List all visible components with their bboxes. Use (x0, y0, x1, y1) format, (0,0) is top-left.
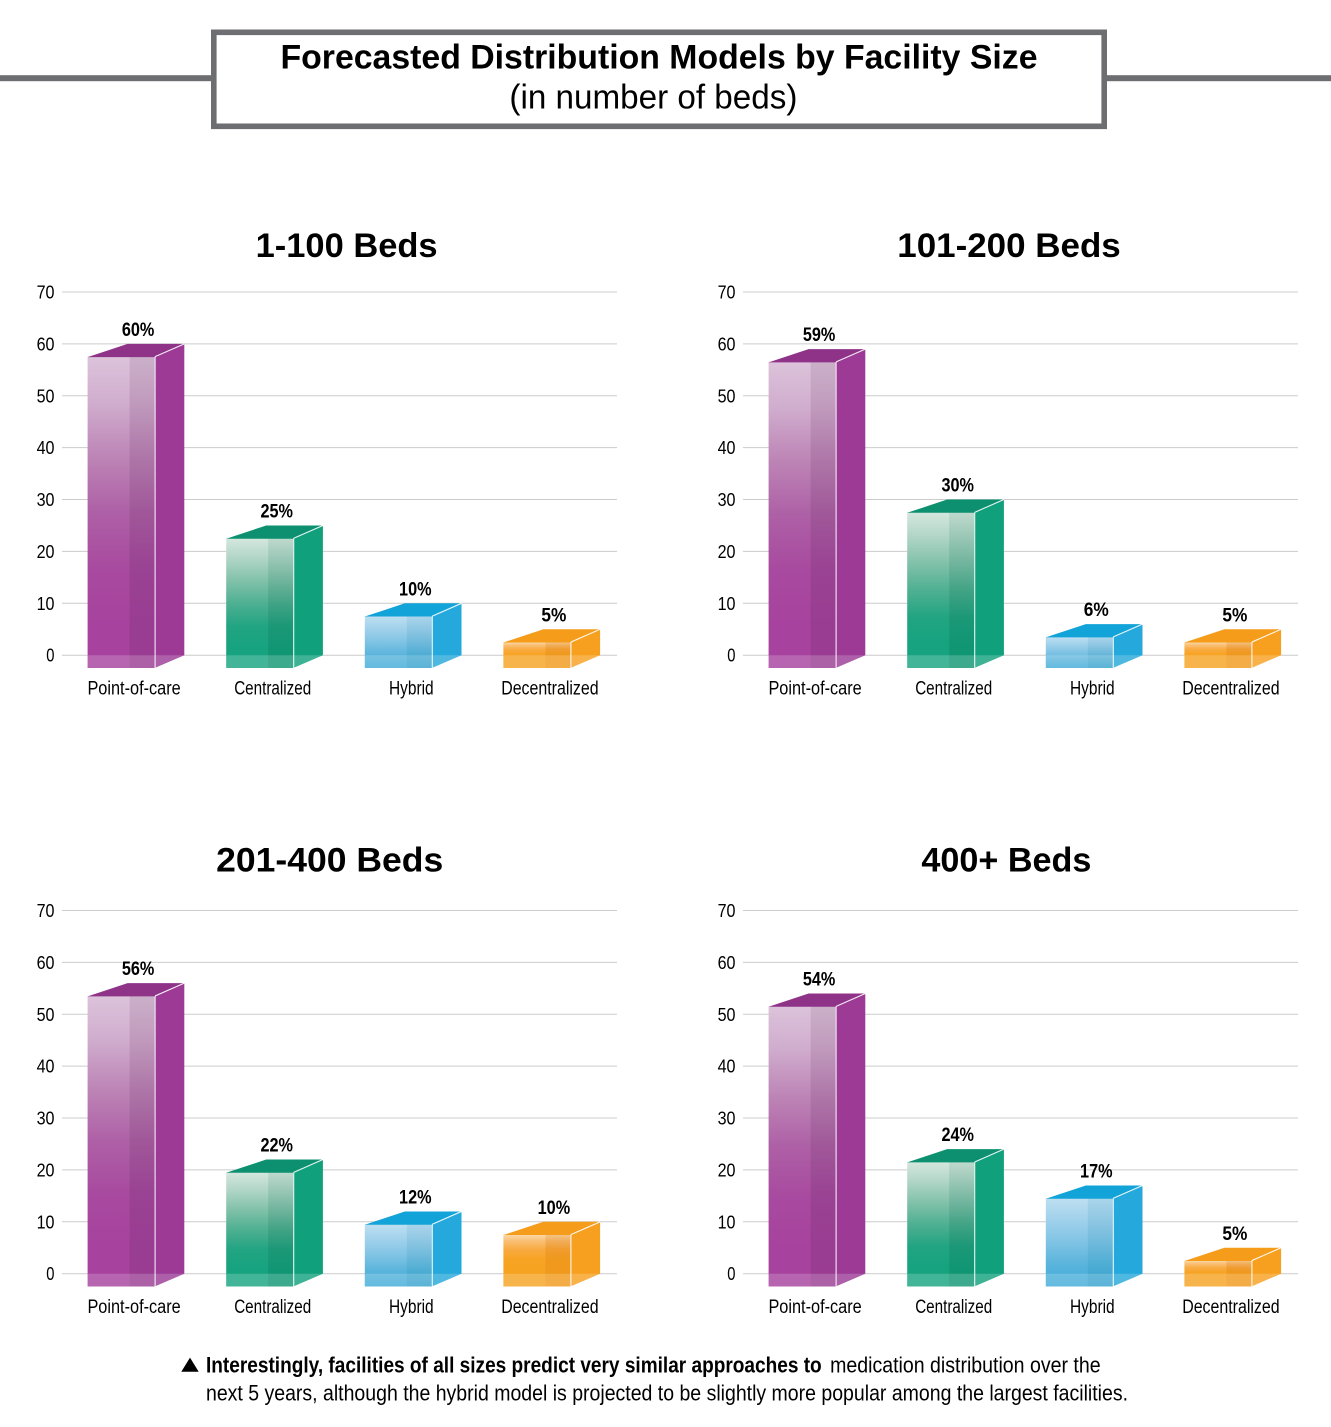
svg-text:30: 30 (37, 1109, 55, 1129)
svg-text:6%: 6% (1084, 599, 1109, 621)
svg-text:24%: 24% (941, 1124, 974, 1146)
svg-text:40: 40 (37, 438, 55, 458)
svg-text:10: 10 (718, 1212, 736, 1232)
svg-text:60%: 60% (122, 319, 155, 341)
svg-text:50: 50 (37, 1005, 55, 1025)
svg-text:Centralized: Centralized (234, 1297, 311, 1318)
svg-text:10%: 10% (399, 578, 432, 600)
svg-text:20: 20 (718, 1160, 736, 1180)
svg-text:60: 60 (37, 953, 55, 973)
svg-text:5%: 5% (1222, 604, 1247, 626)
svg-text:0: 0 (46, 1264, 54, 1284)
svg-text:25%: 25% (260, 500, 293, 522)
svg-text:Hybrid: Hybrid (1070, 1297, 1115, 1318)
svg-text:12%: 12% (399, 1186, 432, 1208)
svg-text:30: 30 (718, 1109, 736, 1129)
svg-text:54%: 54% (803, 969, 836, 991)
svg-text:10: 10 (37, 594, 55, 614)
svg-text:Point-of-care: Point-of-care (768, 1297, 861, 1318)
svg-text:Point-of-care: Point-of-care (768, 679, 861, 700)
svg-text:22%: 22% (260, 1135, 293, 1157)
svg-text:70: 70 (718, 901, 736, 921)
svg-text:Centralized: Centralized (234, 679, 311, 700)
svg-text:1-100 Beds: 1-100 Beds (256, 227, 438, 265)
svg-text:Decentralized: Decentralized (1182, 679, 1279, 700)
svg-text:60: 60 (37, 334, 55, 354)
svg-text:5%: 5% (1222, 1223, 1247, 1245)
svg-text:next 5 years, although the hyb: next 5 years, although the hybrid model … (206, 1381, 1128, 1406)
svg-text:10: 10 (37, 1212, 55, 1232)
svg-text:10%: 10% (538, 1197, 571, 1219)
svg-text:101-200 Beds: 101-200 Beds (897, 227, 1121, 265)
svg-text:60: 60 (718, 334, 736, 354)
svg-text:201-400 Beds: 201-400 Beds (216, 842, 443, 880)
svg-text:Forecasted Distribution Models: Forecasted Distribution Models by Facili… (281, 39, 1038, 77)
svg-text:Centralized: Centralized (915, 679, 992, 700)
svg-text:5%: 5% (541, 604, 566, 626)
svg-text:30: 30 (718, 490, 736, 510)
svg-text:400+ Beds: 400+ Beds (921, 842, 1091, 880)
svg-text:40: 40 (718, 438, 736, 458)
svg-text:30: 30 (37, 490, 55, 510)
svg-text:Hybrid: Hybrid (389, 679, 434, 700)
svg-text:Hybrid: Hybrid (1070, 679, 1115, 700)
svg-text:50: 50 (37, 386, 55, 406)
svg-text:30%: 30% (941, 475, 974, 497)
svg-text:17%: 17% (1080, 1160, 1113, 1182)
svg-text:Decentralized: Decentralized (501, 679, 598, 700)
svg-text:Centralized: Centralized (915, 1297, 992, 1318)
svg-text:0: 0 (46, 646, 54, 666)
svg-text:20: 20 (37, 1160, 55, 1180)
svg-text:(in number of beds): (in number of beds) (509, 78, 797, 116)
svg-text:60: 60 (718, 953, 736, 973)
svg-text:Point-of-care: Point-of-care (87, 1297, 180, 1318)
svg-text:Point-of-care: Point-of-care (87, 679, 180, 700)
svg-text:40: 40 (37, 1057, 55, 1077)
svg-text:20: 20 (718, 542, 736, 562)
svg-text:Decentralized: Decentralized (501, 1297, 598, 1318)
svg-text:0: 0 (727, 1264, 735, 1284)
svg-text:40: 40 (718, 1057, 736, 1077)
svg-text:20: 20 (37, 542, 55, 562)
svg-text:50: 50 (718, 1005, 736, 1025)
svg-text:56%: 56% (122, 958, 155, 980)
svg-text:0: 0 (727, 646, 735, 666)
svg-text:Hybrid: Hybrid (389, 1297, 434, 1318)
svg-text:70: 70 (37, 901, 55, 921)
svg-text:70: 70 (37, 283, 55, 303)
svg-text:70: 70 (718, 283, 736, 303)
svg-text:50: 50 (718, 386, 736, 406)
svg-text:59%: 59% (803, 324, 836, 346)
svg-text:10: 10 (718, 594, 736, 614)
svg-text:Decentralized: Decentralized (1182, 1297, 1279, 1318)
svg-text:Interestingly, facilities of a: Interestingly, facilities of all sizes p… (206, 1353, 1101, 1378)
